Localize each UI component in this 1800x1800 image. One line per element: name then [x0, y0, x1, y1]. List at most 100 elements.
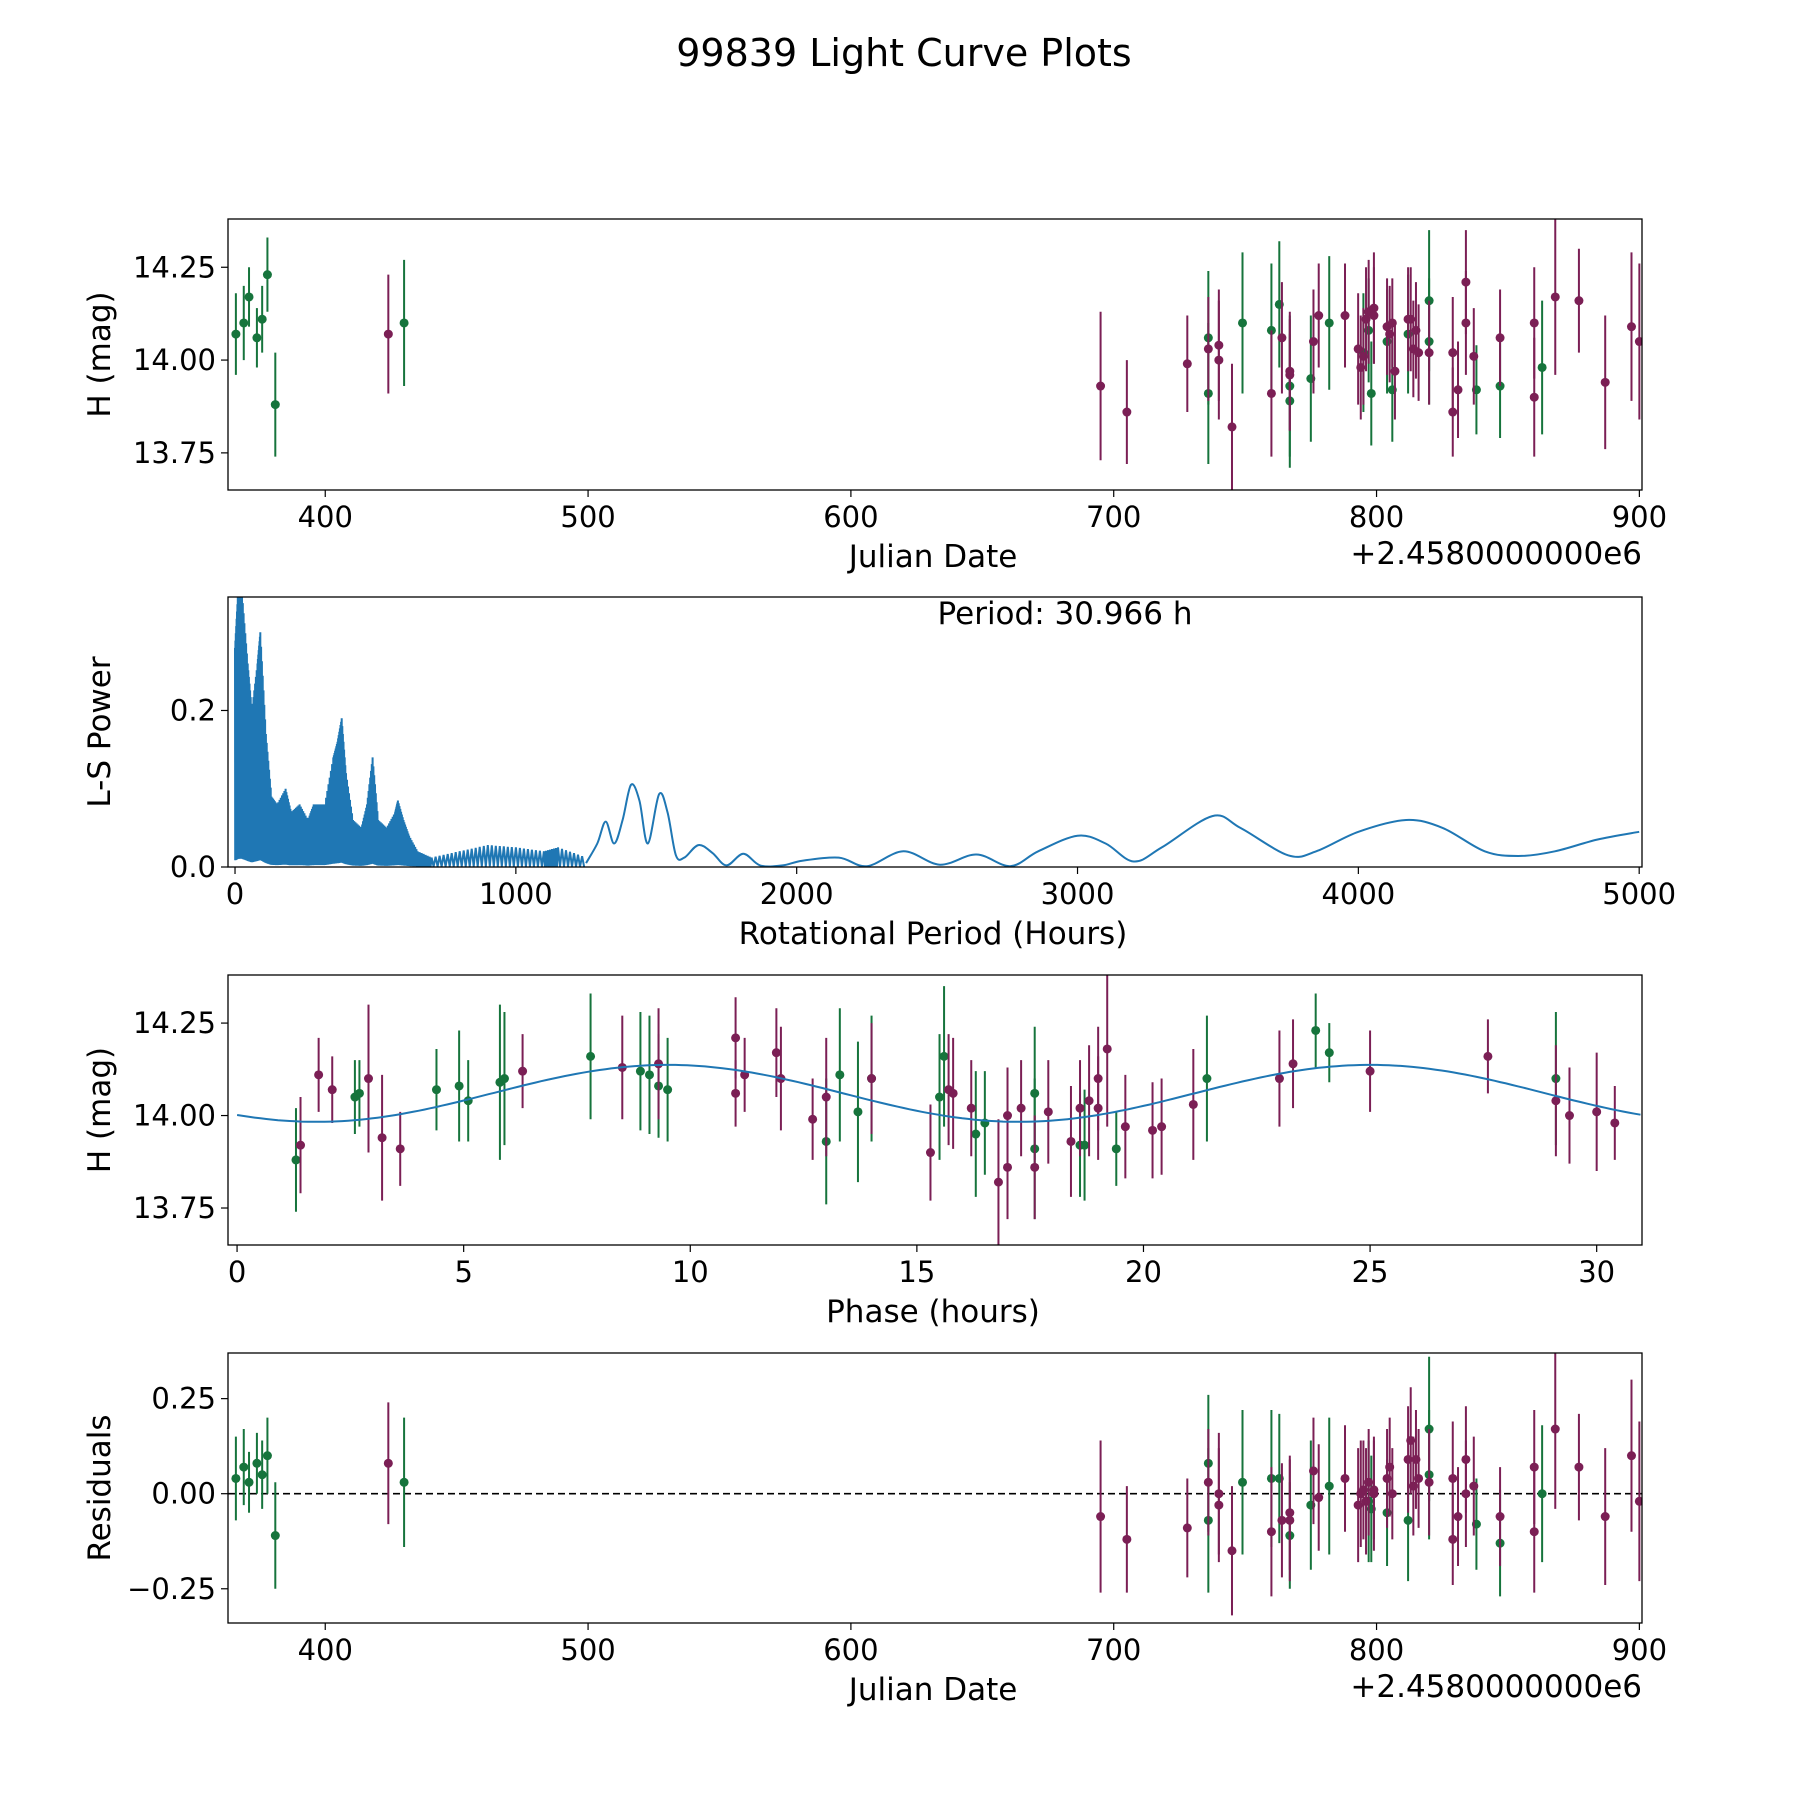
- y-tick-label: 0.0: [170, 850, 216, 884]
- data-point-filter_r: [518, 1066, 528, 1076]
- y-tick-label: 14.00: [133, 1099, 216, 1133]
- x-tick-label: 400: [298, 500, 353, 534]
- data-point-filter_r: [1414, 1473, 1424, 1483]
- data-point-filter_g: [1366, 388, 1376, 398]
- x-tick-label: 5: [454, 1255, 472, 1289]
- data-point-filter_g: [935, 1092, 945, 1102]
- data-point-filter_r: [1453, 1512, 1463, 1522]
- data-point-filter_g: [454, 1081, 464, 1091]
- data-point-filter_r: [1266, 1527, 1276, 1537]
- x-axis-label: Julian Date: [847, 1672, 1018, 1708]
- data-point-filter_r: [1469, 1481, 1479, 1491]
- data-point-filter_r: [1600, 377, 1610, 387]
- data-point-filter_g: [1324, 1481, 1334, 1491]
- panel-h-vs-julian-date: 400 500 600 700 800 900 13.75 14.00 14.25 Julian …: [82, 218, 1667, 575]
- data-point-filter_r: [1182, 359, 1192, 369]
- data-point-filter_r: [1285, 366, 1295, 376]
- data-point-filter_r: [1308, 337, 1318, 347]
- data-point-filter_r: [1314, 311, 1324, 321]
- data-point-filter_r: [1364, 1477, 1374, 1487]
- data-point-filter_r: [1314, 1493, 1324, 1503]
- x-tick-label: 800: [1349, 500, 1404, 534]
- plot-area: [231, 219, 1642, 490]
- figure-title: 99839 Light Curve Plots: [676, 31, 1131, 75]
- data-point-filter_r: [993, 1177, 1003, 1187]
- data-point-filter_r: [1203, 344, 1213, 354]
- data-point-filter_g: [635, 1066, 645, 1076]
- data-point-filter_r: [1634, 1496, 1642, 1506]
- x-tick-label: 2000: [760, 877, 834, 911]
- data-point-filter_r: [1574, 1462, 1584, 1472]
- y-axis-label: Residuals: [82, 1414, 118, 1561]
- data-point-filter_r: [383, 1458, 393, 1468]
- data-point-filter_r: [731, 1033, 741, 1043]
- data-point-filter_r: [925, 1148, 935, 1158]
- periodogram-long-period-series: [585, 783, 1640, 867]
- x-tick-label: 400: [298, 1633, 353, 1667]
- data-point-filter_r: [731, 1088, 741, 1098]
- data-point-filter_r: [1340, 311, 1350, 321]
- data-point-filter_r: [1414, 348, 1424, 358]
- data-point-filter_g: [1111, 1144, 1121, 1154]
- data-point-filter_g: [1030, 1088, 1040, 1098]
- data-point-filter_r: [1574, 296, 1584, 306]
- data-point-filter_r: [808, 1114, 818, 1124]
- panel-periodogram: 0 1000 2000 3000 4000 5000 0.0 0.2 Rotational Pe…: [82, 596, 1676, 952]
- data-point-filter_g: [252, 1458, 262, 1468]
- x-tick-label: 500: [560, 500, 615, 534]
- data-point-filter_r: [383, 329, 393, 339]
- data-point-filter_g: [971, 1129, 981, 1139]
- data-point-filter_r: [1096, 1512, 1106, 1522]
- data-point-filter_r: [296, 1140, 306, 1150]
- data-point-filter_r: [327, 1085, 337, 1095]
- data-point-filter_r: [1424, 348, 1434, 358]
- y-tick-label: −0.25: [127, 1572, 216, 1606]
- data-point-filter_r: [363, 1074, 373, 1084]
- data-point-filter_r: [1387, 1489, 1397, 1499]
- data-point-filter_r: [1469, 351, 1479, 361]
- plot-area: [236, 975, 1641, 1245]
- data-point-filter_r: [395, 1144, 405, 1154]
- panel-residuals: 400 500 600 700 800 900 −0.25 0.00 0.25 Julian Da…: [82, 1352, 1667, 1708]
- data-point-filter_r: [867, 1074, 877, 1084]
- data-point-filter_g: [231, 329, 241, 339]
- data-point-filter_r: [1550, 292, 1560, 302]
- x-tick-label: 20: [1125, 1255, 1162, 1289]
- data-point-filter_r: [1483, 1051, 1493, 1061]
- data-point-filter_r: [1122, 407, 1132, 417]
- data-point-filter_g: [257, 314, 267, 324]
- x-tick-label: 3000: [1041, 877, 1115, 911]
- data-point-filter_g: [354, 1088, 364, 1098]
- data-point-filter_g: [399, 1477, 409, 1487]
- data-point-filter_r: [1102, 1044, 1112, 1054]
- data-point-filter_r: [821, 1092, 831, 1102]
- x-axis-label: Rotational Period (Hours): [739, 916, 1128, 952]
- data-point-filter_g: [239, 1462, 249, 1472]
- x-tick-label: 30: [1578, 1255, 1615, 1289]
- x-tick-label: 4000: [1321, 877, 1395, 911]
- y-tick-label: 13.75: [133, 1191, 216, 1225]
- data-point-filter_r: [1592, 1107, 1602, 1117]
- data-point-filter_r: [1529, 318, 1539, 328]
- y-tick-label: 0.2: [170, 693, 216, 727]
- data-point-filter_r: [1448, 348, 1458, 358]
- data-point-filter_g: [853, 1107, 863, 1117]
- axes-frame: [227, 218, 1643, 491]
- y-tick-label: 14.25: [133, 250, 216, 284]
- x-tick-label: 0: [228, 1255, 246, 1289]
- data-point-filter_r: [1214, 1489, 1224, 1499]
- data-point-filter_g: [835, 1070, 845, 1080]
- data-point-filter_g: [1080, 1140, 1090, 1150]
- data-point-filter_r: [1188, 1099, 1198, 1109]
- data-point-filter_r: [377, 1133, 387, 1143]
- data-point-filter_r: [654, 1059, 664, 1069]
- data-point-filter_r: [1075, 1103, 1085, 1113]
- data-point-filter_g: [939, 1051, 949, 1061]
- data-point-filter_r: [1369, 311, 1379, 321]
- x-tick-label: 500: [560, 1633, 615, 1667]
- x-tick-label: 900: [1612, 1633, 1667, 1667]
- data-point-filter_r: [1340, 1473, 1350, 1483]
- data-point-filter_r: [1227, 1546, 1237, 1556]
- x-tick-label: 900: [1612, 500, 1667, 534]
- data-point-filter_g: [1238, 1477, 1248, 1487]
